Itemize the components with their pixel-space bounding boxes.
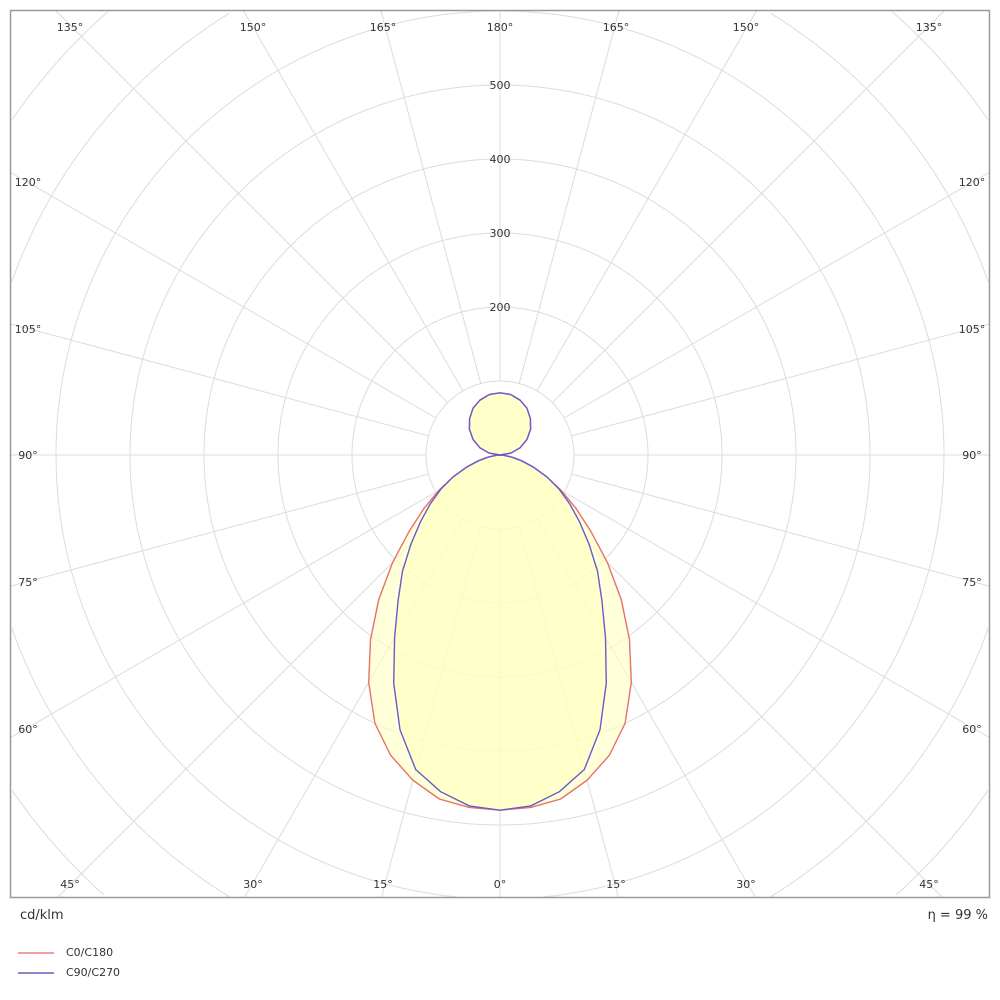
grid-ring xyxy=(11,790,105,896)
angle-label: 150° xyxy=(733,21,760,34)
efficiency-label: η = 99 % xyxy=(927,908,988,923)
angle-label: 15° xyxy=(606,878,626,891)
radial-tick-label: 500 xyxy=(490,79,511,92)
angle-label: 45° xyxy=(919,878,939,891)
angle-label: 165° xyxy=(603,21,630,34)
grid-ring xyxy=(770,12,989,283)
angle-label: 75° xyxy=(18,576,38,589)
grid-ring xyxy=(500,10,945,898)
radial-tick-label: 400 xyxy=(490,153,511,166)
angle-label: 165° xyxy=(370,21,397,34)
grid-ring xyxy=(11,11,109,120)
intensity-curves xyxy=(367,392,633,811)
angle-label: 75° xyxy=(962,576,982,589)
grid-ring xyxy=(55,10,500,898)
radial-tick-label: 300 xyxy=(490,227,511,240)
grid-spoke xyxy=(243,10,464,392)
axis-labels: 200 300 400 500 45° 30° 15° 0° 15° 30° 45° 135° 150°… xyxy=(15,21,986,891)
grid-spoke xyxy=(571,473,990,587)
grid-ring xyxy=(11,12,230,283)
angle-label: 180° xyxy=(487,21,514,34)
legend-item-c90: C90/C270 xyxy=(18,966,120,979)
angle-label: 120° xyxy=(15,176,42,189)
grid-spoke xyxy=(536,10,757,392)
unit-label: cd/klm xyxy=(20,908,64,923)
grid-spoke xyxy=(10,473,429,587)
grid-spoke xyxy=(518,10,620,384)
legend-swatch-blue xyxy=(18,971,54,974)
legend-swatch-red xyxy=(18,951,54,954)
curve-c90-c270 xyxy=(392,392,608,811)
angle-label: 30° xyxy=(736,878,756,891)
grid-ring xyxy=(891,11,989,120)
grid-spoke xyxy=(551,10,945,404)
angle-label: 60° xyxy=(962,723,982,736)
grid-spoke xyxy=(563,172,990,419)
grid-spoke xyxy=(57,506,449,898)
grid-spoke xyxy=(571,323,990,437)
grid-ring xyxy=(895,790,989,896)
angle-label: 120° xyxy=(959,176,986,189)
angle-label: 30° xyxy=(243,878,263,891)
polar-grid xyxy=(10,10,990,898)
angle-label: 90° xyxy=(962,449,982,462)
plot-frame xyxy=(9,9,991,899)
grid-spoke xyxy=(551,506,943,898)
angle-label: 135° xyxy=(57,21,84,34)
grid-ring xyxy=(11,627,230,898)
legend-label: C90/C270 xyxy=(66,966,121,979)
grid-spoke xyxy=(380,10,482,384)
grid-spoke xyxy=(55,10,449,404)
angle-label: 150° xyxy=(240,21,267,34)
radial-tick-label: 200 xyxy=(490,301,511,314)
grid-spoke xyxy=(563,491,990,738)
grid-spoke xyxy=(10,323,429,437)
curve-fill xyxy=(393,392,607,811)
angle-label: 105° xyxy=(15,323,42,336)
legend-item-c0: C0/C180 xyxy=(18,946,113,959)
angle-label: 0° xyxy=(494,878,507,891)
angle-label: 90° xyxy=(18,449,38,462)
angle-label: 60° xyxy=(18,723,38,736)
angle-label: 105° xyxy=(959,323,986,336)
grid-spoke xyxy=(10,491,437,738)
grid-ring xyxy=(770,627,989,898)
legend-label: C0/C180 xyxy=(66,946,114,959)
angle-label: 45° xyxy=(60,878,80,891)
grid-spoke xyxy=(10,172,437,419)
angle-label: 135° xyxy=(916,21,943,34)
angle-label: 15° xyxy=(373,878,393,891)
